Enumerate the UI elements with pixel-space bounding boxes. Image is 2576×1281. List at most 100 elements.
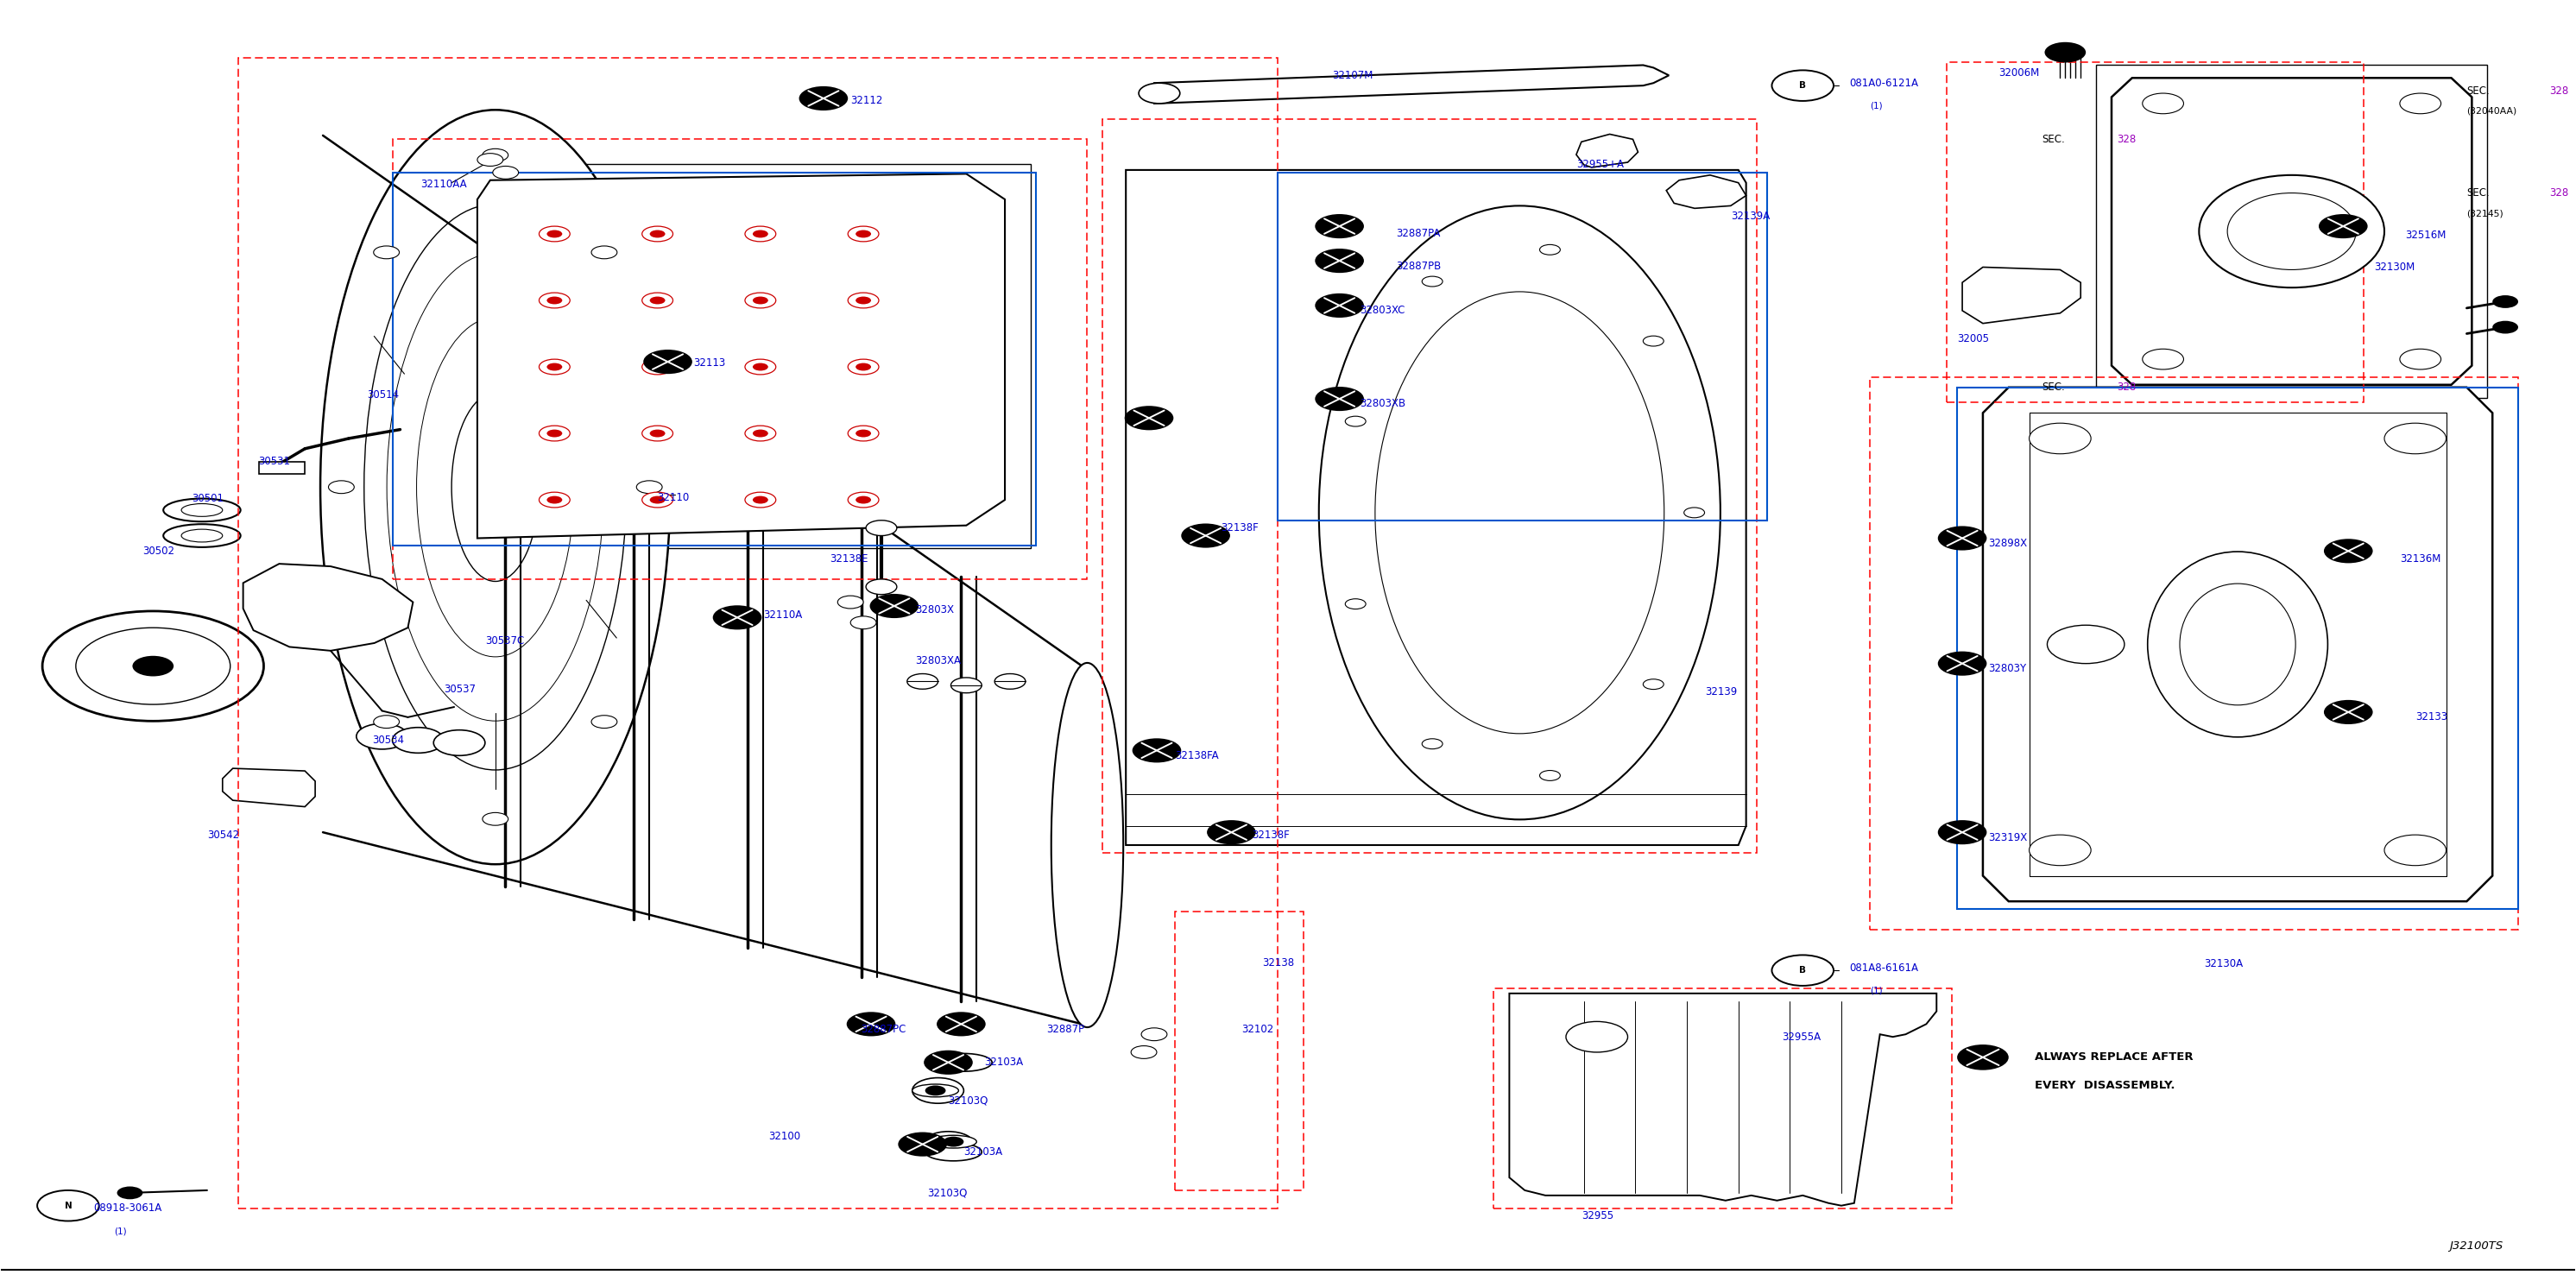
Circle shape (744, 227, 775, 242)
Circle shape (752, 496, 768, 503)
Circle shape (374, 246, 399, 259)
Circle shape (1685, 507, 1705, 518)
Text: (1): (1) (1870, 101, 1883, 110)
Circle shape (1772, 956, 1834, 985)
Ellipse shape (935, 1053, 992, 1071)
Polygon shape (1154, 65, 1669, 104)
Text: 32133: 32133 (2416, 712, 2447, 722)
Text: SEC.: SEC. (2043, 133, 2066, 145)
Ellipse shape (363, 204, 626, 770)
Circle shape (2385, 423, 2447, 453)
Ellipse shape (925, 1143, 981, 1161)
Polygon shape (1984, 387, 2494, 902)
Bar (1947, 63, 2365, 402)
Text: 32803XA: 32803XA (914, 656, 961, 666)
Text: 30502: 30502 (142, 546, 175, 557)
Ellipse shape (912, 1084, 958, 1097)
Circle shape (433, 730, 484, 756)
Ellipse shape (1319, 206, 1721, 820)
Circle shape (75, 628, 229, 705)
Circle shape (744, 293, 775, 307)
Circle shape (2324, 699, 2372, 724)
Circle shape (641, 227, 672, 242)
Ellipse shape (1051, 662, 1123, 1027)
Circle shape (837, 596, 863, 608)
Circle shape (649, 231, 665, 238)
Circle shape (925, 1050, 974, 1075)
Circle shape (649, 496, 665, 503)
Circle shape (1126, 406, 1175, 430)
Text: 32803XB: 32803XB (1360, 398, 1406, 410)
Circle shape (546, 297, 562, 304)
Circle shape (1422, 277, 1443, 287)
Circle shape (848, 293, 878, 307)
Text: (1): (1) (1870, 986, 1883, 995)
Circle shape (2143, 94, 2184, 114)
Text: 32138E: 32138E (829, 553, 868, 564)
Circle shape (1314, 293, 1363, 318)
Polygon shape (1510, 993, 1937, 1205)
Text: 32139A: 32139A (1731, 210, 1770, 222)
Circle shape (1422, 739, 1443, 749)
Circle shape (994, 674, 1025, 689)
Circle shape (1643, 679, 1664, 689)
Bar (392, 173, 1036, 546)
Circle shape (2494, 296, 2519, 307)
Circle shape (752, 297, 768, 304)
Circle shape (744, 359, 775, 374)
Text: 32103A: 32103A (984, 1057, 1023, 1068)
Bar (392, 140, 1087, 579)
Circle shape (1937, 820, 1986, 844)
Bar (451, 164, 1030, 548)
Text: EVERY  DISASSEMBLY.: EVERY DISASSEMBLY. (2035, 1080, 2174, 1091)
Circle shape (850, 616, 876, 629)
Circle shape (1139, 83, 1180, 104)
Circle shape (2045, 42, 2087, 63)
Circle shape (866, 520, 896, 535)
Circle shape (374, 715, 399, 728)
Circle shape (41, 611, 263, 721)
Circle shape (855, 496, 871, 503)
Text: 32113: 32113 (693, 357, 726, 369)
Text: 32887PB: 32887PB (1396, 260, 1440, 272)
Circle shape (943, 1136, 963, 1146)
Circle shape (1566, 1021, 1628, 1052)
Circle shape (355, 724, 407, 749)
Ellipse shape (319, 110, 670, 865)
Bar (1958, 387, 2519, 910)
Text: 32138FA: 32138FA (1175, 749, 1218, 761)
Ellipse shape (162, 498, 240, 521)
Circle shape (644, 350, 693, 374)
Text: (1): (1) (113, 1227, 126, 1236)
Circle shape (641, 359, 672, 374)
Circle shape (2401, 94, 2442, 114)
Circle shape (1182, 524, 1231, 548)
Text: 328: 328 (2550, 187, 2568, 199)
Text: 32955A: 32955A (1783, 1031, 1821, 1043)
Circle shape (641, 492, 672, 507)
Polygon shape (222, 769, 314, 807)
Polygon shape (1963, 268, 2081, 323)
Circle shape (848, 1012, 896, 1036)
Text: 32803XC: 32803XC (1360, 305, 1406, 316)
Circle shape (2048, 625, 2125, 664)
Circle shape (855, 429, 871, 437)
Ellipse shape (451, 393, 538, 582)
Circle shape (1937, 526, 1986, 551)
Circle shape (714, 606, 762, 630)
Text: 32516M: 32516M (2406, 229, 2445, 241)
Ellipse shape (2148, 552, 2329, 737)
Text: 32103A: 32103A (963, 1146, 1002, 1158)
Text: 30537C: 30537C (484, 635, 523, 646)
Text: 32102: 32102 (1242, 1024, 1275, 1035)
Circle shape (546, 363, 562, 370)
Circle shape (592, 715, 618, 728)
Text: 32136M: 32136M (2401, 553, 2439, 564)
Text: 32139: 32139 (1705, 687, 1736, 697)
Circle shape (1345, 598, 1365, 608)
Circle shape (925, 1084, 951, 1097)
Circle shape (641, 425, 672, 441)
Text: 32130A: 32130A (2205, 958, 2244, 970)
Text: 32100: 32100 (768, 1131, 801, 1143)
Circle shape (2318, 214, 2367, 238)
